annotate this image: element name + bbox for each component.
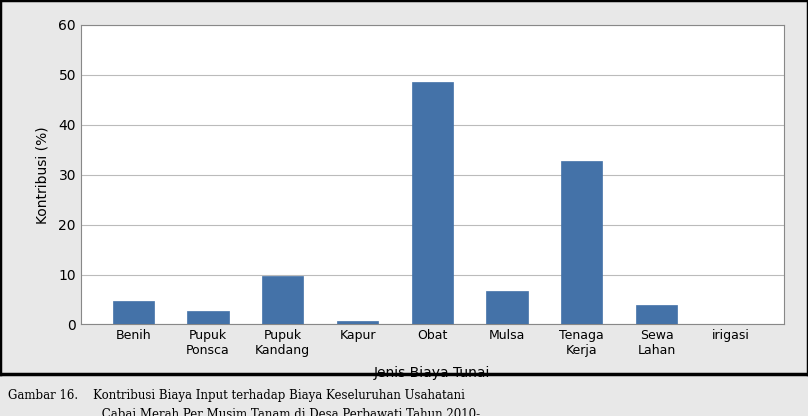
Bar	[412, 82, 452, 324]
Bar	[187, 310, 229, 324]
Bar	[562, 161, 602, 324]
X-axis label: Jenis Biaya Tunai: Jenis Biaya Tunai	[374, 366, 490, 380]
Text: Cabai Merah Per Musim Tanam di Desa Perbawati Tahun 2010-: Cabai Merah Per Musim Tanam di Desa Perb…	[8, 408, 480, 416]
Bar	[263, 276, 303, 324]
Y-axis label: Kontribusi (%): Kontribusi (%)	[36, 126, 50, 223]
Bar	[486, 290, 528, 324]
Bar	[113, 301, 154, 324]
Bar	[337, 321, 378, 324]
Bar	[636, 305, 677, 324]
Text: Gambar 16.    Kontribusi Biaya Input terhadap Biaya Keseluruhan Usahatani: Gambar 16. Kontribusi Biaya Input terhad…	[8, 389, 465, 402]
